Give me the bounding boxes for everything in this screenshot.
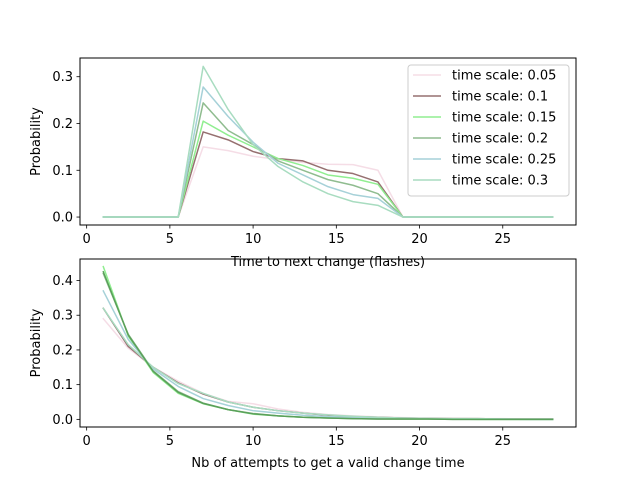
legend-label-5: time scale: 0.3 xyxy=(452,174,548,189)
legend-label-4: time scale: 0.25 xyxy=(452,153,556,168)
bottom-plot-x-tick-label: 15 xyxy=(328,434,345,449)
top-plot-y-tick-label: 0.1 xyxy=(52,164,73,179)
bottom-plot-x-tick-label: 20 xyxy=(411,434,428,449)
bottom-plot-x-label: Nb of attempts to get a valid change tim… xyxy=(191,456,464,471)
top-plot-x-ticks: 0 5 10 15 20 25 xyxy=(83,225,511,247)
top-plot-x-tick-label: 15 xyxy=(328,232,345,247)
top-plot-frame xyxy=(79,57,577,226)
bottom-plot-y-tick-label: 0.2 xyxy=(52,343,73,358)
top-plot-y-tick-label: 0.2 xyxy=(52,117,73,132)
top-plot-series-line-5 xyxy=(102,65,554,218)
bottom-plot-x-tick-label: 5 xyxy=(166,434,174,449)
legend-label-0: time scale: 0.05 xyxy=(452,69,556,84)
top-plot-y-label: Probability xyxy=(29,107,44,176)
top-plot-x-tick-label: 10 xyxy=(245,232,262,247)
legend-box xyxy=(407,64,570,197)
top-plot-y-tick-label: 0.0 xyxy=(52,211,73,226)
bottom-plot-y-tick-label: 0.4 xyxy=(52,274,73,289)
top-plot-y-tick-label: 0.3 xyxy=(52,70,73,85)
bottom-plot: 0 5 10 15 20 25 0.0 0.1 0.2 0.3 0.4 Nb of attempt… xyxy=(29,258,577,471)
top-plot: 0 5 10 15 20 25 0.0 0.1 0.2 0.3 Time to next cha… xyxy=(29,57,577,270)
bottom-plot-y-ticks: 0.0 0.1 0.2 0.3 0.4 xyxy=(52,274,80,428)
bottom-plot-x-tick-label: 25 xyxy=(494,434,511,449)
top-plot-x-tick-label: 25 xyxy=(494,232,511,247)
bottom-plot-series-line-6 xyxy=(102,270,554,421)
bottom-plot-x-ticks: 0 5 10 15 20 25 xyxy=(83,427,511,449)
bottom-plot-y-tick-label: 0.0 xyxy=(52,413,73,428)
legend-label-1: time scale: 0.1 xyxy=(452,90,548,105)
bottom-plot-frame xyxy=(79,258,577,428)
top-plot-x-tick-label: 0 xyxy=(83,232,91,247)
top-plot-y-ticks: 0.0 0.1 0.2 0.3 xyxy=(52,70,80,226)
bottom-plot-y-tick-label: 0.1 xyxy=(52,378,73,393)
legend-label-2: time scale: 0.15 xyxy=(452,111,556,126)
legend-label-3: time scale: 0.2 xyxy=(452,132,548,147)
bottom-plot-y-label: Probability xyxy=(29,308,44,377)
legend: time scale: 0.05 time scale: 0.1 time scal… xyxy=(407,64,570,197)
bottom-plot-series xyxy=(102,265,554,421)
bottom-plot-x-tick-label: 10 xyxy=(245,434,262,449)
bottom-plot-x-tick-label: 0 xyxy=(83,434,91,449)
bottom-plot-y-tick-label: 0.3 xyxy=(52,309,73,324)
top-plot-x-label: Time to next change (flashes) xyxy=(230,255,425,270)
top-plot-x-tick-label: 5 xyxy=(166,232,174,247)
top-plot-series xyxy=(102,65,554,218)
top-plot-x-tick-label: 20 xyxy=(411,232,428,247)
